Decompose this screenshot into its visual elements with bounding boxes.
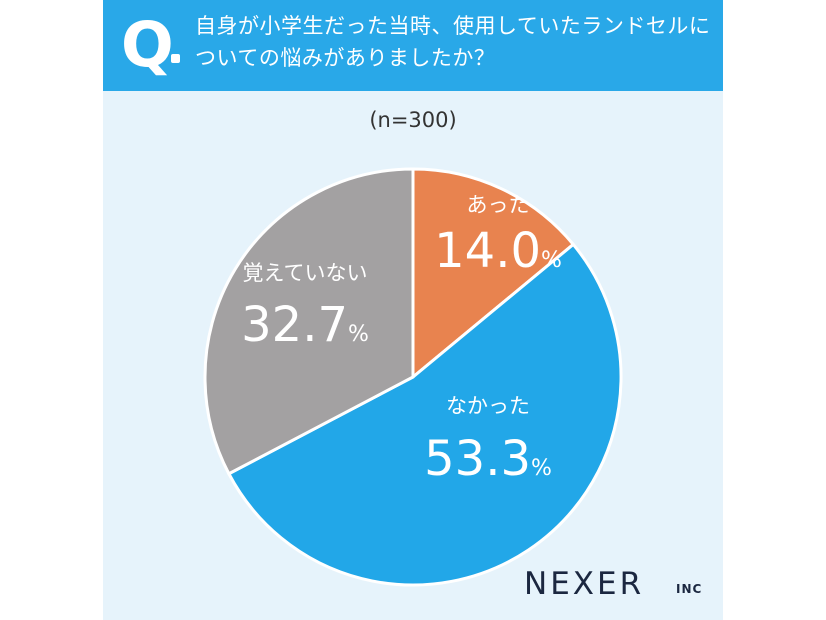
slice-atta [411,167,576,381]
question-header: Q 自身が小学生だった当時、使用していたランドセルについての悩みがありましたか？ [103,0,723,91]
question-text: 自身が小学生だった当時、使用していたランドセルについての悩みがありましたか？ [195,14,711,70]
slice-atta-unit: % [541,248,562,273]
slice-oboeteinai [203,167,415,476]
slice-atta-label: あった [467,193,530,217]
pie-chart: あった 14.0% なかった 53.3% 覚えていない 32.7% [203,167,623,587]
slice-nakatta-unit: % [531,456,552,481]
nexer-logo: NEXER [524,566,645,602]
slice-atta-value: 14.0% [434,223,562,279]
nexer-logo-sub: INC [676,582,703,596]
slice-nakatta-value: 53.3% [424,431,552,487]
chart-card: Q 自身が小学生だった当時、使用していたランドセルについての悩みがありましたか？… [103,0,723,620]
slice-nakatta [226,242,623,587]
q-mark: Q [121,8,174,81]
slice-oboeteinai-label: 覚えていない [243,261,368,285]
slice-oboeteinai-unit: % [348,322,369,347]
slice-oboeteinai-value: 32.7% [241,297,369,353]
sample-size: (n=300) [369,108,457,132]
slice-nakatta-label: なかった [446,394,530,418]
q-dot [171,54,180,63]
